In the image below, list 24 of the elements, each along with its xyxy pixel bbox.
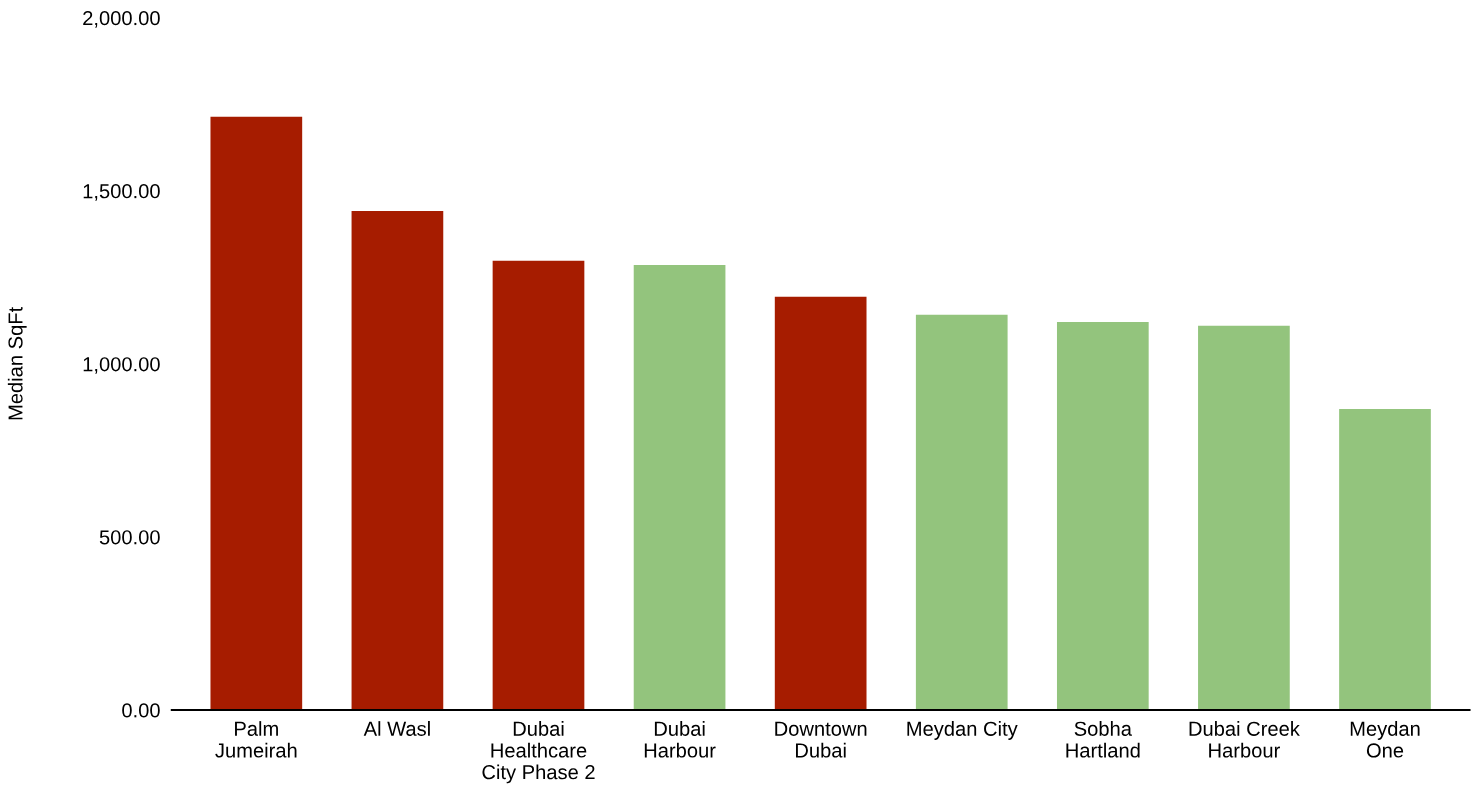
- x-tick-label: Palm Jumeirah: [215, 721, 297, 758]
- bar: [351, 210, 444, 711]
- x-tick-label: Dubai Harbour: [644, 721, 716, 758]
- bar: [774, 296, 867, 711]
- x-tick-label: Sobha Hartland: [1066, 721, 1140, 758]
- bar: [210, 116, 303, 711]
- bar: [492, 260, 585, 711]
- x-tick-label: Dubai Creek Harbour: [1189, 721, 1300, 758]
- y-tick-label: 500.00: [99, 530, 160, 545]
- x-tick-label: Dubai Healthcare City Phase 2: [482, 721, 595, 784]
- bar: [633, 264, 726, 711]
- x-tick-label: Meydan One: [1350, 721, 1420, 758]
- x-tick-label: Downtown Dubai: [775, 721, 867, 758]
- bar: [1339, 408, 1431, 711]
- bar: [1056, 322, 1149, 711]
- bar: [1198, 325, 1290, 711]
- x-tick-label: Al Wasl: [363, 721, 430, 736]
- x-tick-label: Meydan City: [907, 721, 1018, 740]
- y-tick-label: 2,000.00: [83, 11, 160, 28]
- y-tick-label: 1,000.00: [83, 357, 160, 374]
- y-tick-label: 0.00: [122, 703, 160, 718]
- y-tick-label: 1,500.00: [83, 184, 160, 201]
- bar: [915, 314, 1008, 711]
- y-axis-title: Median SqFt: [7, 306, 27, 420]
